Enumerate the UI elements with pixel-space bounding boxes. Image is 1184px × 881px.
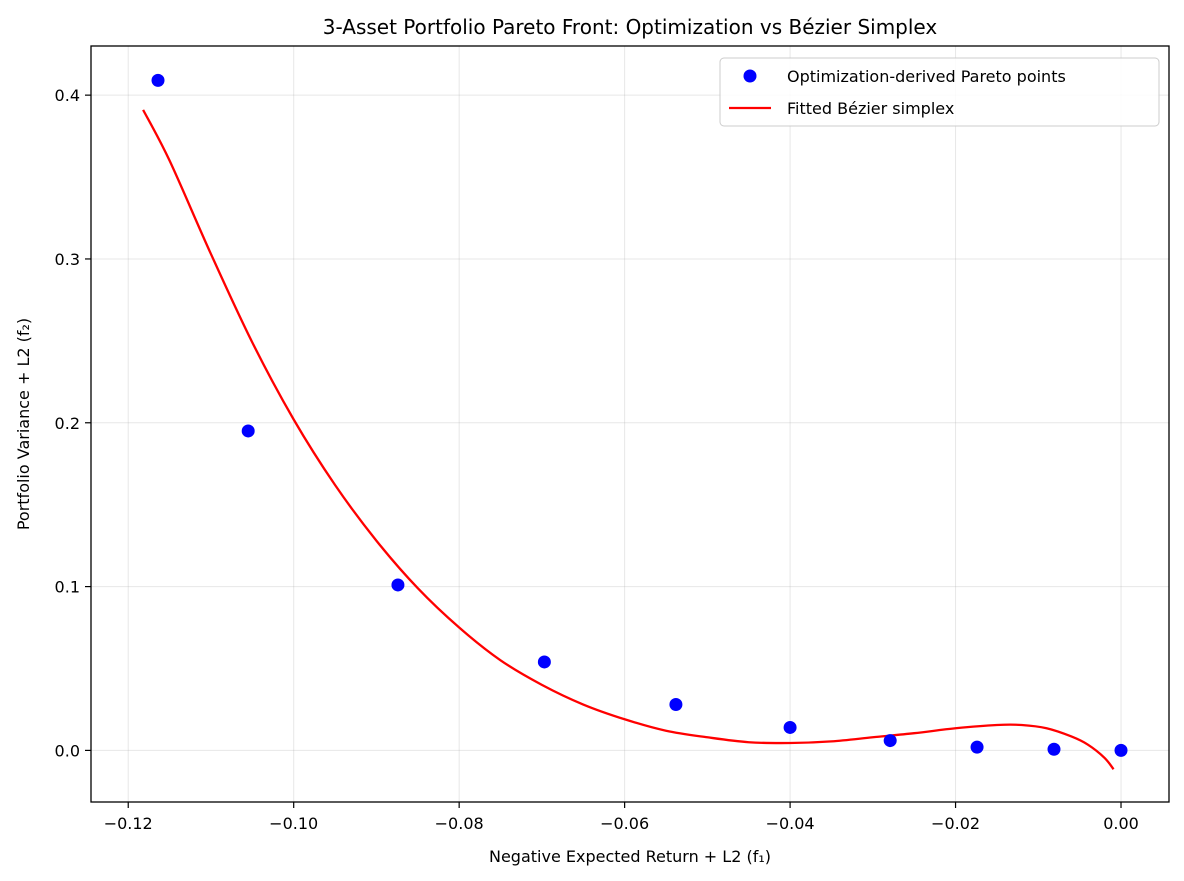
x-tick-label: −0.04: [766, 814, 815, 833]
pareto-point: [970, 740, 984, 754]
y-tick-label: 0.1: [55, 578, 80, 597]
bezier-curve-layer: [142, 109, 1115, 770]
x-tick-label: −0.08: [435, 814, 484, 833]
pareto-point: [537, 655, 551, 669]
scatter-points-layer: [151, 73, 1128, 757]
pareto-point: [391, 578, 405, 592]
pareto-point: [783, 720, 797, 734]
y-tick-label: 0.3: [55, 250, 80, 269]
pareto-point: [1114, 743, 1128, 757]
chart-title: 3-Asset Portfolio Pareto Front: Optimiza…: [323, 15, 938, 39]
x-tick-label: −0.06: [600, 814, 649, 833]
x-axis-label: Negative Expected Return + L2 (f₁): [489, 847, 771, 866]
x-tick-label: −0.02: [931, 814, 980, 833]
legend-box: [719, 57, 1160, 127]
x-axis-ticks: −0.12 −0.10 −0.08 −0.06 −0.04 −0.02 0.00: [104, 802, 1139, 833]
y-tick-label: 0.0: [55, 741, 80, 760]
plot-frame: [90, 45, 1170, 803]
legend-label-line: Fitted Bézier simplex: [787, 99, 954, 118]
pareto-point: [669, 698, 683, 712]
grid: [91, 46, 1169, 802]
legend: Optimization-derived Pareto points Fitte…: [719, 57, 1160, 127]
pareto-point: [151, 73, 165, 87]
legend-scatter-marker: [743, 69, 757, 83]
pareto-point: [1047, 742, 1061, 756]
y-axis-ticks: 0.0 0.1 0.2 0.3 0.4: [55, 86, 91, 760]
y-tick-label: 0.4: [55, 86, 80, 105]
pareto-point: [241, 424, 255, 438]
bezier-simplex-curve: [142, 109, 1115, 770]
x-tick-label: −0.12: [104, 814, 153, 833]
x-tick-label: −0.10: [269, 814, 318, 833]
x-tick-label: 0.00: [1103, 814, 1139, 833]
legend-label-scatter: Optimization-derived Pareto points: [787, 67, 1066, 86]
pareto-point: [883, 734, 897, 748]
y-axis-label: Portfolio Variance + L2 (f₂): [14, 318, 33, 530]
y-tick-label: 0.2: [55, 414, 80, 433]
